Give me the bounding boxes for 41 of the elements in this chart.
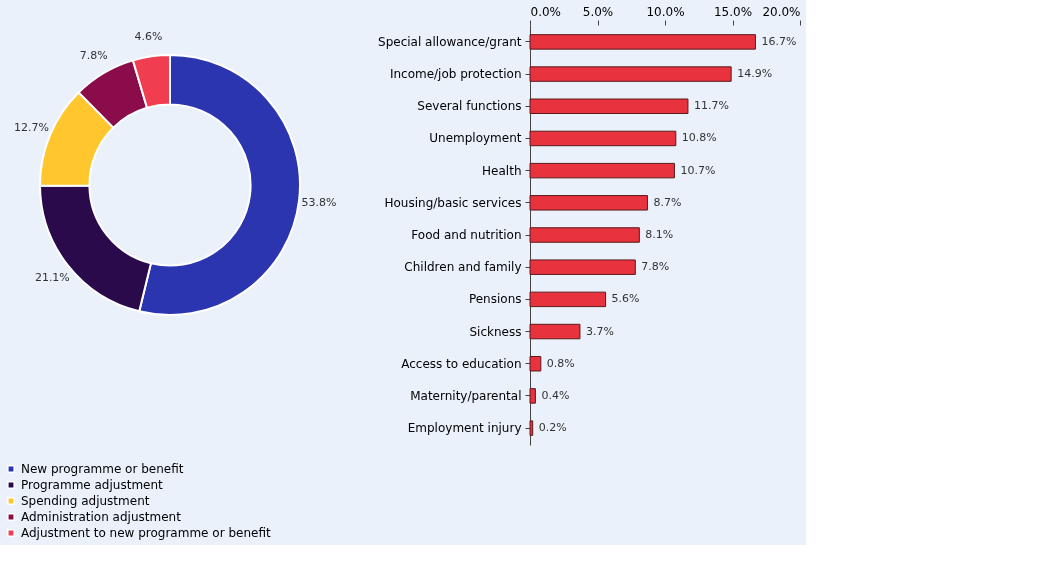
data-label: 53.8% bbox=[301, 195, 337, 209]
y-tick-label: Sickness bbox=[469, 324, 522, 339]
data-label: 11.7% bbox=[693, 99, 729, 113]
data-label: 8.7% bbox=[653, 195, 682, 209]
y-tick-label: Several functions bbox=[417, 99, 522, 114]
legend-label: Spending adjustment bbox=[21, 494, 150, 508]
x-tick-label: 10.0% bbox=[646, 4, 685, 19]
y-tick-label: Employment injury bbox=[407, 421, 522, 436]
data-label: 10.8% bbox=[681, 131, 717, 145]
data-label: 7.8% bbox=[641, 260, 670, 274]
x-tick-label: 0.0% bbox=[530, 4, 561, 19]
data-label: 21.1% bbox=[34, 271, 70, 285]
data-label: 14.9% bbox=[737, 67, 773, 81]
y-tick-label: Food and nutrition bbox=[411, 228, 522, 242]
data-label: 4.6% bbox=[134, 29, 163, 43]
legend-label: Administration adjustment bbox=[21, 510, 182, 524]
y-tick-label: Housing/basic services bbox=[384, 195, 522, 210]
x-tick-label: 15.0% bbox=[713, 4, 753, 19]
data-label: 10.7% bbox=[680, 163, 716, 177]
data-label: 3.7% bbox=[585, 324, 614, 338]
data-label: 12.7% bbox=[13, 120, 49, 134]
data-label: 8.1% bbox=[645, 228, 674, 241]
y-tick-label: Health bbox=[482, 163, 522, 178]
legend-label: New programme or benefit bbox=[21, 462, 184, 476]
y-tick-label: Maternity/parental bbox=[410, 388, 522, 403]
x-tick-label: 20.0% bbox=[762, 4, 801, 19]
x-tick-label: 5.0% bbox=[582, 4, 614, 19]
data-label: 16.7% bbox=[761, 34, 797, 48]
data-label: 0.4% bbox=[541, 388, 570, 402]
data-label: 5.6% bbox=[611, 292, 640, 306]
y-tick-label: Pensions bbox=[468, 292, 522, 307]
data-label: 0.2% bbox=[538, 421, 567, 435]
y-tick-label: Income/job protection bbox=[389, 67, 522, 82]
y-tick-label: Children and family bbox=[404, 260, 522, 275]
y-tick-label: Unemployment bbox=[429, 131, 522, 146]
legend-label: Adjustment to new programme or benefit bbox=[21, 526, 271, 540]
y-tick-label: Access to education bbox=[401, 356, 522, 371]
legend-label: Programme adjustment bbox=[21, 478, 164, 492]
y-tick-label: Special allowance/grant bbox=[378, 34, 522, 49]
data-label: 7.8% bbox=[79, 48, 108, 62]
data-label: 0.8% bbox=[546, 356, 575, 370]
